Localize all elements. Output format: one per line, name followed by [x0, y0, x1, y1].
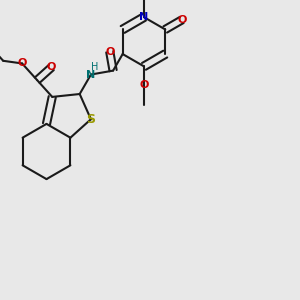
Text: O: O	[177, 15, 187, 25]
Text: O: O	[139, 80, 148, 91]
Text: O: O	[17, 58, 27, 68]
Text: O: O	[105, 47, 115, 57]
Text: N: N	[139, 12, 148, 22]
Text: S: S	[86, 113, 95, 126]
Text: N: N	[86, 70, 96, 80]
Text: O: O	[47, 62, 56, 72]
Text: H: H	[91, 62, 98, 72]
